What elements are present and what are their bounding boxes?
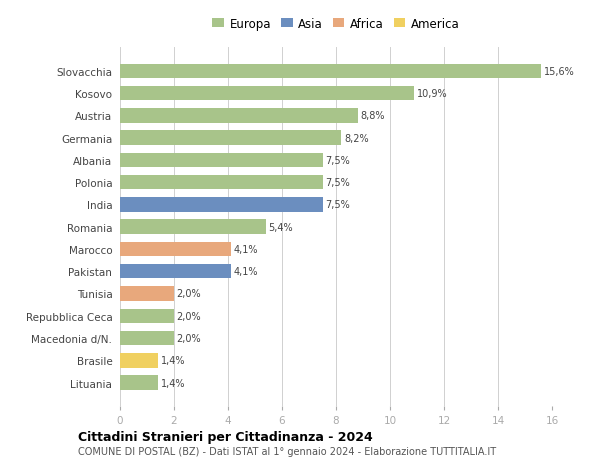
Bar [120, 198, 323, 212]
Bar [120, 286, 174, 301]
Bar [120, 375, 158, 390]
Text: 15,6%: 15,6% [544, 67, 575, 77]
Bar [120, 131, 341, 146]
Bar [120, 331, 174, 346]
Bar [120, 109, 358, 123]
Text: 2,0%: 2,0% [176, 311, 202, 321]
Bar [120, 87, 415, 101]
Text: COMUNE DI POSTAL (BZ) - Dati ISTAT al 1° gennaio 2024 - Elaborazione TUTTITALIA.: COMUNE DI POSTAL (BZ) - Dati ISTAT al 1°… [78, 446, 496, 456]
Text: 1,4%: 1,4% [161, 378, 185, 388]
Text: 2,0%: 2,0% [176, 333, 202, 343]
Text: 7,5%: 7,5% [325, 178, 350, 188]
Text: 1,4%: 1,4% [161, 356, 185, 365]
Text: 4,1%: 4,1% [233, 267, 258, 277]
Text: 8,8%: 8,8% [360, 111, 385, 121]
Text: 8,2%: 8,2% [344, 134, 369, 143]
Bar [120, 153, 323, 168]
Bar [120, 264, 230, 279]
Bar [120, 353, 158, 368]
Bar [120, 220, 266, 235]
Text: 4,1%: 4,1% [233, 245, 258, 254]
Text: 2,0%: 2,0% [176, 289, 202, 299]
Legend: Europa, Asia, Africa, America: Europa, Asia, Africa, America [208, 13, 464, 35]
Bar [120, 175, 323, 190]
Text: Cittadini Stranieri per Cittadinanza - 2024: Cittadini Stranieri per Cittadinanza - 2… [78, 431, 373, 443]
Text: 7,5%: 7,5% [325, 156, 350, 166]
Bar [120, 64, 541, 79]
Text: 5,4%: 5,4% [269, 222, 293, 232]
Text: 7,5%: 7,5% [325, 200, 350, 210]
Bar [120, 309, 174, 323]
Text: 10,9%: 10,9% [417, 89, 448, 99]
Bar [120, 242, 230, 257]
